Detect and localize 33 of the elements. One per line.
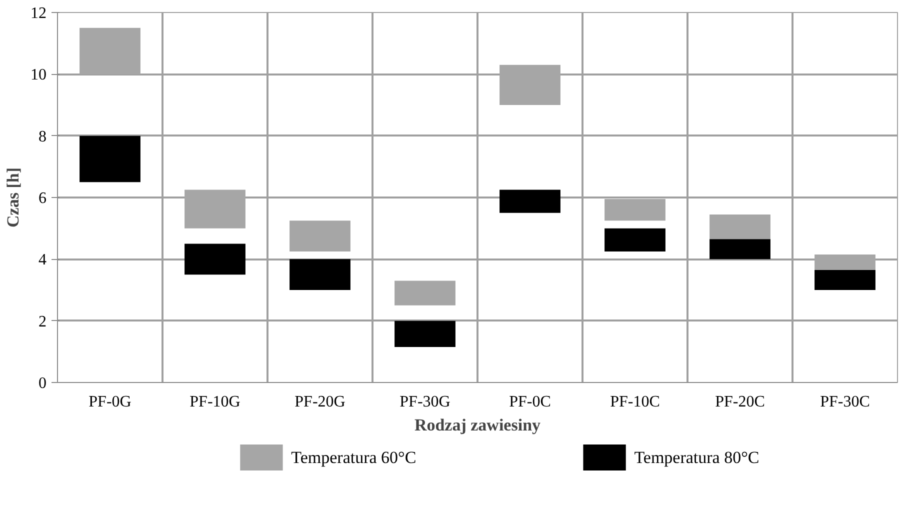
y-tick-label: 8 bbox=[38, 128, 46, 146]
y-axis-title: Czas [h] bbox=[4, 168, 22, 228]
x-tick-label: PF-10G bbox=[190, 394, 241, 410]
x-tick-label: PF-0G bbox=[88, 394, 132, 410]
bar bbox=[80, 136, 140, 182]
y-tick-label: 0 bbox=[38, 375, 46, 392]
bar bbox=[500, 190, 560, 213]
bar bbox=[184, 244, 246, 275]
bar bbox=[290, 220, 350, 252]
bar bbox=[814, 270, 876, 290]
bar bbox=[814, 254, 876, 270]
bar bbox=[394, 280, 456, 306]
bar bbox=[184, 190, 246, 228]
x-axis-title: Rodzaj zawiesiny bbox=[414, 416, 542, 434]
y-tick-label: 10 bbox=[30, 66, 46, 84]
y-tick-label: 2 bbox=[38, 313, 46, 330]
bar bbox=[710, 239, 770, 260]
bar bbox=[604, 199, 666, 221]
x-tick-label: PF-30G bbox=[400, 394, 451, 410]
x-tick-label: PF-20C bbox=[715, 394, 765, 410]
y-tick-label: 12 bbox=[30, 5, 46, 22]
y-tick-label: 4 bbox=[38, 252, 46, 269]
legend-label: Temperatura 60°C bbox=[291, 448, 416, 467]
bar bbox=[394, 320, 456, 348]
bar bbox=[290, 259, 350, 290]
x-tick-label: PF-10C bbox=[610, 394, 660, 410]
legend-label: Temperatura 80°C bbox=[634, 448, 760, 467]
bar bbox=[710, 214, 770, 240]
bar bbox=[604, 228, 666, 252]
y-tick-label: 6 bbox=[38, 190, 46, 207]
x-tick-label: PF-20G bbox=[294, 394, 346, 410]
x-tick-label: PF-30C bbox=[820, 394, 870, 410]
x-tick-label: PF-0C bbox=[509, 394, 551, 410]
